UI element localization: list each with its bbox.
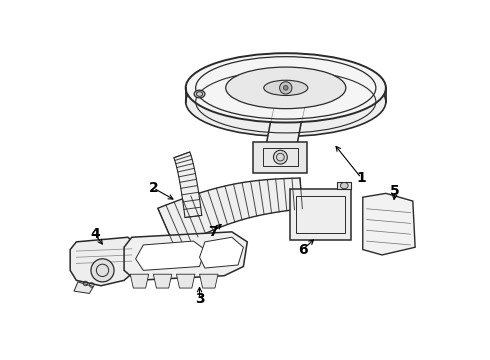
Circle shape bbox=[273, 150, 287, 164]
Ellipse shape bbox=[264, 80, 308, 95]
Polygon shape bbox=[253, 142, 307, 172]
Text: 4: 4 bbox=[90, 227, 99, 241]
Polygon shape bbox=[290, 189, 351, 239]
Circle shape bbox=[283, 86, 288, 90]
Ellipse shape bbox=[186, 67, 386, 136]
Text: 5: 5 bbox=[390, 184, 400, 198]
Polygon shape bbox=[153, 274, 172, 288]
Text: 1: 1 bbox=[356, 171, 366, 185]
Polygon shape bbox=[74, 282, 93, 293]
Polygon shape bbox=[174, 152, 202, 217]
Ellipse shape bbox=[226, 67, 346, 109]
Ellipse shape bbox=[341, 183, 348, 189]
Ellipse shape bbox=[186, 53, 386, 122]
Text: 2: 2 bbox=[148, 181, 158, 195]
Polygon shape bbox=[158, 178, 302, 248]
Ellipse shape bbox=[194, 90, 205, 98]
Polygon shape bbox=[337, 182, 351, 189]
Polygon shape bbox=[267, 102, 305, 143]
Polygon shape bbox=[130, 274, 149, 288]
Polygon shape bbox=[363, 193, 415, 255]
Text: 6: 6 bbox=[298, 243, 308, 257]
Text: 3: 3 bbox=[195, 292, 204, 306]
Polygon shape bbox=[199, 274, 218, 288]
Circle shape bbox=[91, 259, 114, 282]
Polygon shape bbox=[199, 237, 244, 268]
Polygon shape bbox=[176, 274, 195, 288]
Polygon shape bbox=[124, 232, 247, 280]
Text: 7: 7 bbox=[208, 225, 218, 239]
Polygon shape bbox=[70, 237, 136, 286]
Polygon shape bbox=[136, 241, 205, 270]
Circle shape bbox=[280, 82, 292, 94]
